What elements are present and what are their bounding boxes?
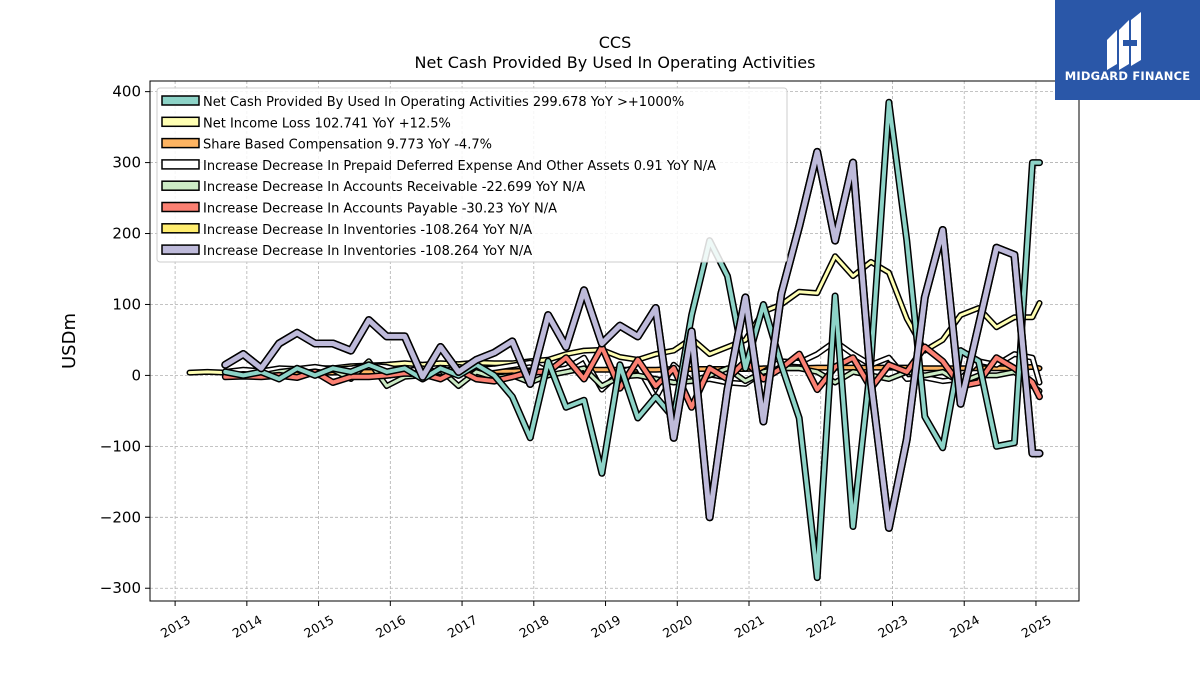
y-tick-label: 300 — [112, 154, 141, 172]
x-tick-label: 2022 — [803, 612, 838, 641]
y-axis-label: USDm — [59, 313, 80, 369]
y-tick-label: −100 — [100, 437, 141, 455]
legend-entry: Increase Decrease In Inventories -108.26… — [203, 244, 532, 259]
x-tick-label: 2020 — [660, 612, 695, 641]
y-tick-label: −200 — [100, 508, 141, 526]
y-axis: −300 −200 −100 0 100 200 300 400 — [100, 83, 150, 597]
legend-swatch — [161, 223, 200, 234]
legend-swatch — [161, 180, 200, 191]
legend-swatch — [161, 159, 200, 170]
legend: Net Cash Provided By Used In Operating A… — [156, 87, 788, 263]
y-tick-label: −300 — [100, 579, 141, 597]
legend-entry: Increase Decrease In Inventories -108.26… — [203, 223, 532, 238]
x-tick-label: 2024 — [947, 612, 982, 641]
chart-title: CCS — [599, 33, 632, 52]
x-tick-label: 2017 — [445, 612, 480, 641]
legend-swatch — [161, 116, 200, 128]
plot-frame — [149, 80, 1080, 602]
legend-entry: Net Income Loss 102.741 YoY +12.5% — [203, 116, 451, 131]
legend-swatch — [161, 137, 200, 149]
x-tick-label: 2014 — [230, 612, 265, 641]
legend-box — [156, 87, 788, 263]
y-tick-label: 200 — [112, 225, 141, 243]
plot-area — [186, 98, 1044, 582]
x-tick-label: 2019 — [588, 612, 623, 641]
legend-entry: Net Cash Provided By Used In Operating A… — [203, 95, 684, 110]
y-tick-label: 400 — [112, 83, 141, 101]
x-tick-label: 2016 — [373, 612, 408, 641]
legend-swatch — [161, 244, 200, 255]
midgard-logo-icon — [1107, 12, 1141, 70]
brand-logo: MIDGARD FINANCE — [1055, 0, 1200, 100]
brand-logo-text: MIDGARD FINANCE — [1064, 69, 1191, 83]
x-tick-label: 2025 — [1019, 612, 1054, 641]
x-tick-label: 2023 — [875, 612, 910, 641]
legend-swatch — [161, 95, 200, 106]
x-tick-label: 2015 — [301, 612, 336, 641]
series-line-7 — [222, 149, 1042, 531]
legend-swatch — [161, 201, 200, 213]
y-tick-label: 0 — [131, 366, 141, 384]
legend-entry: Share Based Compensation 9.773 YoY -4.7% — [203, 138, 492, 153]
legend-entry: Increase Decrease In Accounts Payable -3… — [203, 202, 557, 217]
x-tick-label: 2018 — [517, 612, 552, 641]
x-tick-label: 2013 — [158, 612, 193, 641]
x-tick-label: 2021 — [732, 612, 767, 641]
chart-subtitle: Net Cash Provided By Used In Operating A… — [415, 53, 816, 72]
series-line-5 — [223, 100, 1042, 580]
y-tick-label: 100 — [112, 295, 141, 313]
x-axis: 2013 2014 2015 2016 2017 2018 2019 2020 2021 2022… — [158, 601, 1054, 641]
legend-entry: Increase Decrease In Accounts Receivable… — [203, 180, 585, 195]
legend-entry: Increase Decrease In Prepaid Deferred Ex… — [203, 159, 716, 174]
